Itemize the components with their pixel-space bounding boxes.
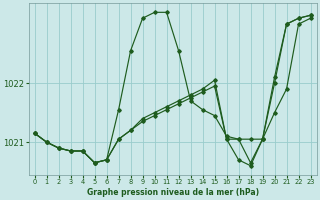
X-axis label: Graphe pression niveau de la mer (hPa): Graphe pression niveau de la mer (hPa) [86,188,259,197]
